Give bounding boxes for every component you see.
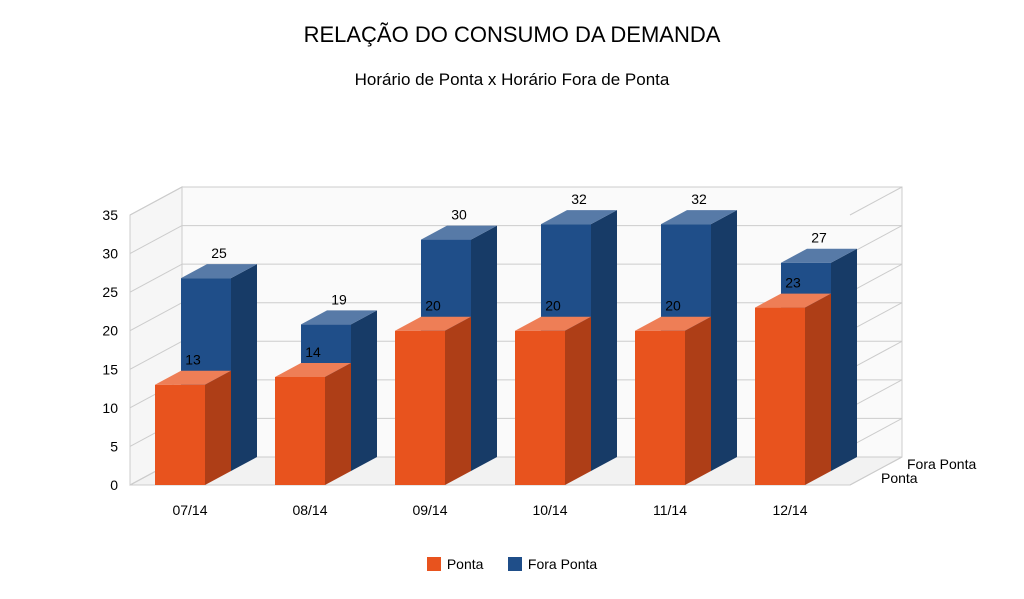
svg-text:5: 5 xyxy=(110,438,118,454)
svg-text:30: 30 xyxy=(102,246,118,262)
svg-text:10: 10 xyxy=(102,400,118,416)
chart-container: RELAÇÃO DO CONSUMO DA DEMANDA Horário de… xyxy=(0,0,1024,599)
svg-text:32: 32 xyxy=(691,191,707,207)
svg-text:12/14: 12/14 xyxy=(772,502,807,515)
svg-text:15: 15 xyxy=(102,361,118,377)
chart-legend: Ponta Fora Ponta xyxy=(0,556,1024,576)
svg-text:20: 20 xyxy=(425,298,441,314)
svg-text:13: 13 xyxy=(185,352,201,368)
svg-text:25: 25 xyxy=(102,284,118,300)
svg-text:19: 19 xyxy=(331,291,347,307)
svg-text:Ponta: Ponta xyxy=(881,470,918,486)
legend-label-ponta: Ponta xyxy=(447,556,484,572)
svg-text:07/14: 07/14 xyxy=(172,502,207,515)
svg-text:25: 25 xyxy=(211,245,227,261)
svg-text:23: 23 xyxy=(785,275,801,291)
svg-text:32: 32 xyxy=(571,191,587,207)
svg-text:27: 27 xyxy=(811,230,827,246)
legend-item-foraponta: Fora Ponta xyxy=(508,556,597,572)
chart-subtitle: Horário de Ponta x Horário Fora de Ponta xyxy=(0,70,1024,90)
svg-text:14: 14 xyxy=(305,344,321,360)
svg-text:08/14: 08/14 xyxy=(292,502,327,515)
bar3d-chart: 0 5 10 15 20 25 30 35 07/14 08/14 09/14 10/14 11/14 1… xyxy=(0,115,1024,515)
svg-text:20: 20 xyxy=(102,323,118,339)
svg-text:Fora Ponta: Fora Ponta xyxy=(907,456,976,472)
legend-item-ponta: Ponta xyxy=(427,556,484,572)
chart-title: RELAÇÃO DO CONSUMO DA DEMANDA xyxy=(0,22,1024,48)
legend-swatch-ponta xyxy=(427,557,441,571)
chart-title-text: RELAÇÃO DO CONSUMO DA DEMANDA xyxy=(304,22,721,47)
chart-subtitle-text: Horário de Ponta x Horário Fora de Ponta xyxy=(355,70,670,89)
legend-label-foraponta: Fora Ponta xyxy=(528,556,597,572)
svg-text:20: 20 xyxy=(545,298,561,314)
svg-text:09/14: 09/14 xyxy=(412,502,447,515)
svg-text:30: 30 xyxy=(451,207,467,223)
svg-text:11/14: 11/14 xyxy=(653,502,687,515)
svg-text:0: 0 xyxy=(110,477,118,493)
svg-text:35: 35 xyxy=(102,207,118,223)
svg-text:20: 20 xyxy=(665,298,681,314)
legend-swatch-foraponta xyxy=(508,557,522,571)
svg-text:10/14: 10/14 xyxy=(532,502,567,515)
